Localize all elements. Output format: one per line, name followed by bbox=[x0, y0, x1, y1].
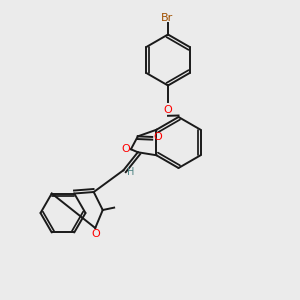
Text: O: O bbox=[121, 144, 130, 154]
Text: Br: Br bbox=[160, 13, 172, 23]
Text: H: H bbox=[127, 167, 135, 177]
Text: O: O bbox=[91, 229, 100, 239]
Text: O: O bbox=[153, 132, 162, 142]
Text: O: O bbox=[164, 105, 172, 116]
